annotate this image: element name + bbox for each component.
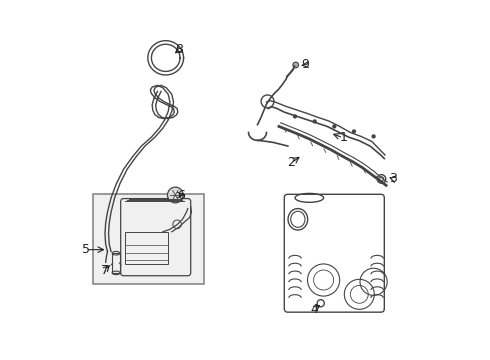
Bar [93,194,204,284]
Circle shape [313,120,316,123]
Circle shape [294,115,296,118]
Text: 3: 3 [390,172,397,185]
Circle shape [372,135,375,138]
Circle shape [293,62,298,68]
Text: 2: 2 [288,156,295,169]
Text: 6: 6 [177,189,185,202]
Text: 8: 8 [175,43,183,56]
Text: 1: 1 [339,131,347,144]
Circle shape [103,262,107,266]
Text: 7: 7 [101,264,109,276]
Bar [125,232,168,264]
Circle shape [333,125,336,128]
Bar [112,253,120,273]
Text: 4: 4 [310,303,318,316]
Circle shape [168,187,183,203]
Circle shape [352,130,355,133]
Text: 9: 9 [301,58,309,72]
Text: 5: 5 [82,243,90,256]
